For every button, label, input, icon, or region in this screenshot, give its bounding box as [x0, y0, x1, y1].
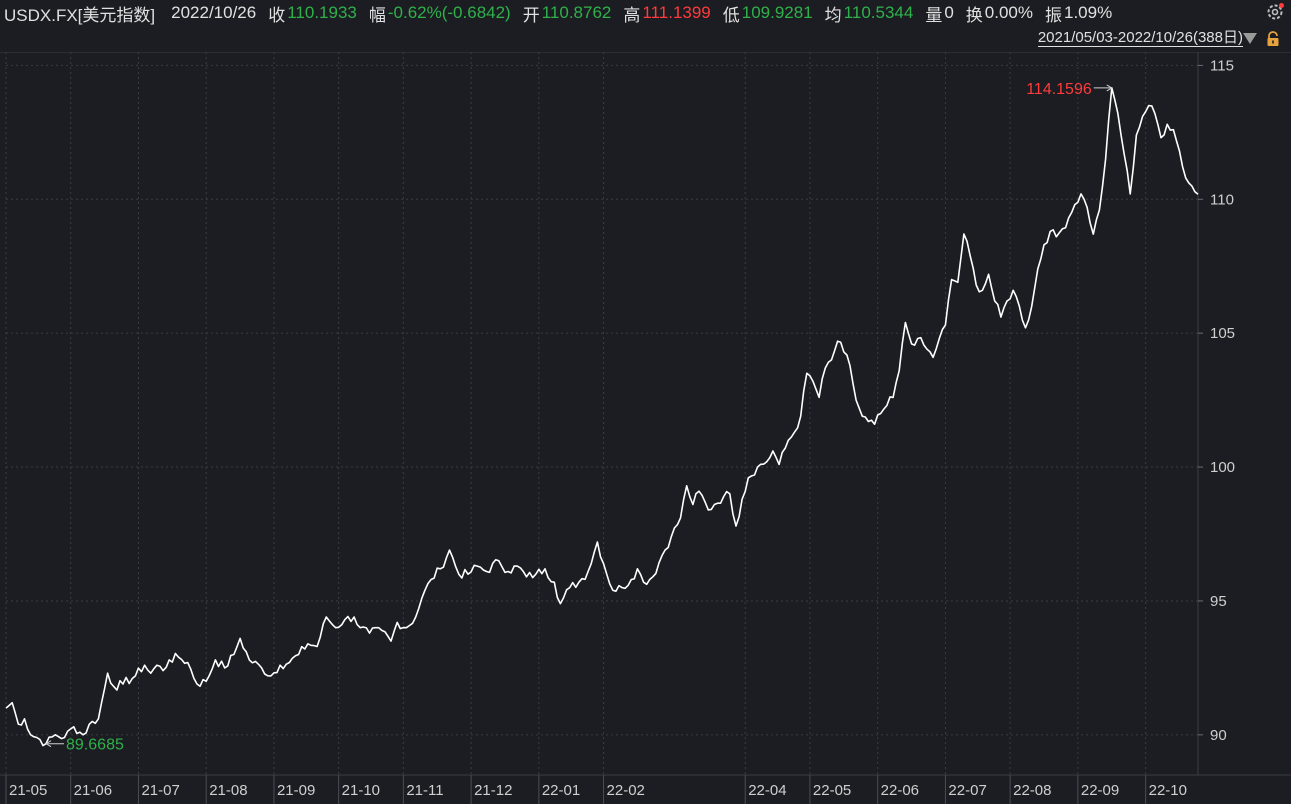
x-tick-label: 22-02 [607, 782, 645, 799]
average-label: 均 [824, 5, 842, 25]
y-tick-label: 90 [1210, 727, 1227, 744]
turnover-value: 0.00% [984, 3, 1033, 22]
annotations: 114.1596 89.6685 [45, 81, 1113, 754]
min-pointer-arrow [45, 740, 52, 748]
symbol-name[interactable]: USDX.FX[美元指数] [4, 5, 156, 25]
open-value: 110.8762 [541, 3, 612, 22]
x-tick-label: 22-09 [1081, 782, 1119, 799]
max-value-label: 114.1596 [1026, 81, 1092, 98]
x-tick-label: 22-07 [948, 782, 986, 799]
price-series-line [5, 87, 1199, 747]
gear-icon[interactable] [1265, 2, 1285, 22]
x-tick-label: 22-05 [813, 782, 851, 799]
y-tick-label: 110 [1210, 191, 1234, 208]
y-tick-label: 115 [1210, 57, 1234, 74]
change-value: -0.62%(-0.6842) [387, 3, 511, 22]
y-axis: 90 95 100 105 110 115 [1198, 57, 1235, 744]
x-tick-label: 22-08 [1013, 782, 1051, 799]
min-value-label: 89.6685 [66, 737, 124, 754]
max-pointer-arrow [1106, 84, 1113, 92]
open-label: 开 [522, 5, 540, 25]
low-value: 109.9281 [741, 3, 813, 22]
x-tick-label: 21-06 [74, 782, 112, 799]
amplitude-value: 1.09% [1064, 3, 1113, 22]
quote-header: USDX.FX[美元指数] 2022/10/26 收 110.1933 幅 -0… [0, 0, 1291, 26]
amplitude-label: 振 [1045, 5, 1062, 25]
x-tick-label: 21-11 [406, 782, 443, 799]
x-tick-label: 21-09 [277, 782, 315, 799]
change-label: 幅 [368, 5, 386, 25]
close-value: 110.1933 [287, 3, 357, 22]
x-tick-label: 21-08 [209, 782, 247, 799]
x-tick-label: 21-07 [141, 782, 179, 799]
volume-value: 0 [944, 3, 954, 22]
x-tick-label: 21-10 [342, 782, 380, 799]
date-range-selector[interactable]: 2021/05/03-2022/10/26(388日) [1037, 29, 1243, 47]
range-bar: 2021/05/03-2022/10/26(388日) [0, 26, 1291, 53]
x-tick-label: 22-10 [1149, 782, 1187, 799]
high-label: 高 [623, 5, 641, 25]
lock-icon[interactable] [1265, 31, 1281, 47]
x-tick-label: 21-12 [474, 782, 512, 799]
x-tick-label: 22-01 [542, 782, 580, 799]
x-axis: 21-05 21-06 21-07 21-08 21-09 21-10 21-11 21-12… [5, 775, 1187, 804]
high-value: 111.1399 [642, 3, 711, 22]
average-value: 110.5344 [843, 3, 914, 22]
grid-lines [0, 52, 1291, 776]
x-tick-label: 21-05 [9, 782, 47, 799]
volume-label: 量 [925, 5, 943, 25]
close-label: 收 [268, 5, 286, 25]
y-tick-label: 105 [1210, 325, 1235, 342]
triangle-down-icon[interactable] [1243, 33, 1257, 44]
turnover-label: 换 [965, 5, 983, 25]
price-line-layer [5, 87, 1199, 747]
x-tick-label: 22-06 [881, 782, 919, 799]
low-label: 低 [722, 5, 740, 25]
y-tick-label: 100 [1210, 459, 1235, 476]
x-tick-label: 22-04 [748, 782, 786, 799]
y-tick-label: 95 [1210, 593, 1227, 610]
quote-date: 2022/10/26 [171, 3, 257, 22]
